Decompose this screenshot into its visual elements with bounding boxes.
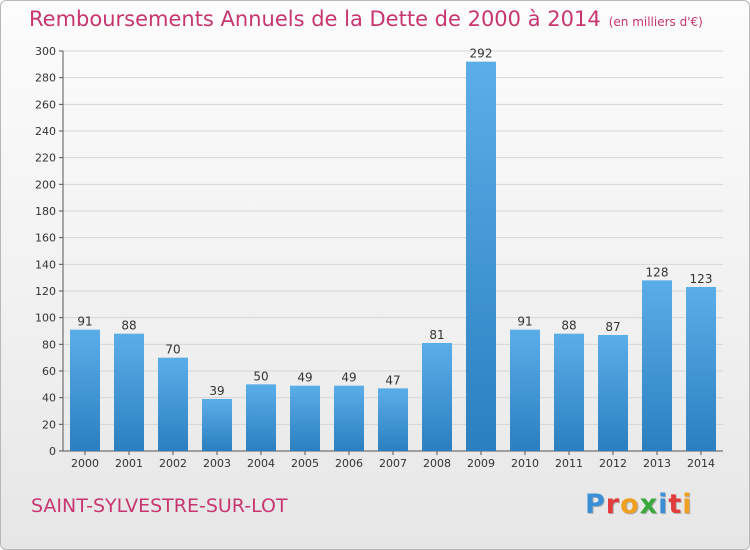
x-tick-label: 2004 [247, 457, 275, 470]
bar-2004 [246, 384, 276, 451]
bar-value-label: 39 [209, 384, 224, 398]
x-tick-label: 2013 [643, 457, 671, 470]
proxiti-logo: Proxiti [585, 489, 693, 520]
bar-value-label: 70 [165, 343, 180, 357]
bar-2014 [686, 287, 716, 451]
y-tick-label: 0 [49, 445, 56, 458]
bar-2007 [378, 388, 408, 451]
bar-value-label: 47 [385, 373, 400, 387]
x-tick-label: 2001 [115, 457, 143, 470]
y-tick-label: 180 [35, 205, 56, 218]
y-tick-label: 60 [42, 365, 56, 378]
logo-letter: x [639, 489, 659, 520]
y-tick-label: 240 [35, 125, 56, 138]
x-tick-label: 2002 [159, 457, 187, 470]
x-tick-label: 2009 [467, 457, 495, 470]
bar-value-label: 88 [121, 319, 136, 333]
x-tick-label: 2008 [423, 457, 451, 470]
bar-2009 [466, 61, 496, 452]
bar-2011 [554, 333, 584, 451]
x-tick-label: 2000 [71, 457, 99, 470]
bar-value-label: 91 [517, 315, 532, 329]
bar-2010 [510, 329, 540, 451]
y-tick-label: 280 [35, 72, 56, 85]
y-tick-label: 80 [42, 338, 56, 351]
bar-value-label: 123 [690, 272, 713, 286]
chart-unit: (en milliers d'€) [608, 15, 703, 29]
y-tick-label: 140 [35, 258, 56, 271]
bar-2008 [422, 343, 452, 451]
y-tick-label: 260 [35, 98, 56, 111]
bar-value-label: 49 [341, 371, 356, 385]
bar-2000 [70, 329, 100, 451]
logo-letter: P [585, 489, 606, 520]
x-tick-label: 2010 [511, 457, 539, 470]
bar-value-label: 49 [297, 371, 312, 385]
x-tick-label: 2012 [599, 457, 627, 470]
bar-value-label: 81 [429, 328, 444, 342]
bar-2002 [158, 357, 188, 451]
y-tick-label: 40 [42, 392, 56, 405]
logo-letter: t [668, 489, 683, 520]
chart-title: Remboursements Annuels de la Dette de 20… [29, 7, 703, 31]
logo-letter: o [620, 489, 640, 520]
y-tick-label: 100 [35, 312, 56, 325]
y-tick-label: 20 [42, 418, 56, 431]
bar-2003 [202, 399, 232, 451]
x-tick-label: 2005 [291, 457, 319, 470]
commune-name: SAINT-SYLVESTRE-SUR-LOT [31, 495, 288, 517]
x-tick-label: 2014 [687, 457, 715, 470]
y-tick-label: 200 [35, 178, 56, 191]
bar-value-label: 91 [77, 315, 92, 329]
logo-letter: i [658, 489, 669, 520]
chart-title-text: Remboursements Annuels de la Dette de 20… [29, 7, 601, 31]
bars [70, 61, 716, 452]
labels: 91 2000 88 2001 70 2002 39 2003 50 2004 49 2005 49 20… [71, 47, 715, 470]
x-tick-label: 2007 [379, 457, 407, 470]
bar-2013 [642, 280, 672, 451]
bar-2012 [598, 335, 628, 451]
bar-2005 [290, 385, 320, 451]
y-tick-label: 220 [35, 152, 56, 165]
x-tick-label: 2006 [335, 457, 363, 470]
bar-value-label: 87 [605, 320, 620, 334]
x-tick-label: 2011 [555, 457, 583, 470]
bar-value-label: 128 [646, 265, 669, 279]
bar-2001 [114, 333, 144, 451]
bar-value-label: 88 [561, 319, 576, 333]
bar-value-label: 292 [470, 47, 493, 61]
bar-value-label: 50 [253, 369, 268, 383]
logo-letter: i [682, 489, 693, 520]
y-tick-label: 120 [35, 285, 56, 298]
logo-letter: r [605, 489, 621, 520]
x-tick-label: 2003 [203, 457, 231, 470]
bar-2006 [334, 385, 364, 451]
y-tick-label: 160 [35, 232, 56, 245]
y-tick-label: 300 [35, 45, 56, 58]
